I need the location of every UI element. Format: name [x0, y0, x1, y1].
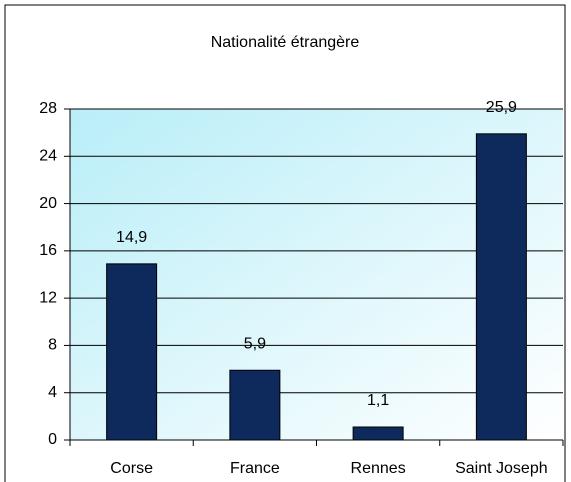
x-tick-label: Corse	[110, 460, 153, 477]
y-tick-label: 24	[39, 148, 57, 165]
x-tick-label: France	[230, 460, 280, 477]
y-tick-label: 20	[39, 195, 57, 212]
data-label: 14,9	[116, 229, 147, 246]
y-tick-label: 0	[48, 431, 57, 448]
x-tick-label: Rennes	[351, 460, 406, 477]
y-tick-label: 8	[48, 337, 57, 354]
x-tick-label: Saint Joseph	[455, 460, 548, 477]
y-tick-label: 16	[39, 242, 57, 259]
data-label: 1,1	[367, 392, 389, 409]
y-tick-label: 28	[39, 100, 57, 117]
data-label: 25,9	[486, 99, 517, 116]
y-tick-label: 12	[39, 289, 57, 306]
y-tick-label: 4	[48, 384, 57, 401]
bar	[475, 133, 527, 441]
bar	[352, 426, 404, 441]
bar	[106, 263, 158, 441]
bar	[229, 369, 281, 441]
data-label: 5,9	[244, 335, 266, 352]
chart-title: Nationalité étrangère	[211, 34, 360, 51]
